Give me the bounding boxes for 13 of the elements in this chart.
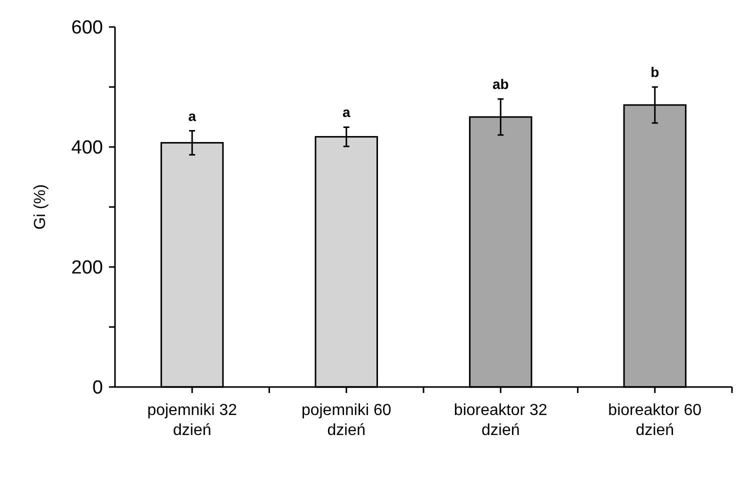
y-tick-label: 0 [92,378,103,399]
x-tick-label: pojemniki 32 dzień [147,402,238,439]
annotation: ab [492,76,509,92]
x-tick-label: bioreaktor 32 dzień [454,402,548,439]
y-tick-label: 200 [71,258,103,279]
x-tick-label: bioreaktor 60 dzień [608,402,702,439]
annotation: a [342,104,350,120]
annotation: b [650,64,660,80]
y-tick-label: 400 [71,138,103,159]
x-tick-label: pojemniki 60 dzień [301,402,392,439]
y-tick-label: 600 [71,18,103,39]
y-axis-title: Gi (%) [32,184,49,230]
annotation: a [188,108,196,124]
